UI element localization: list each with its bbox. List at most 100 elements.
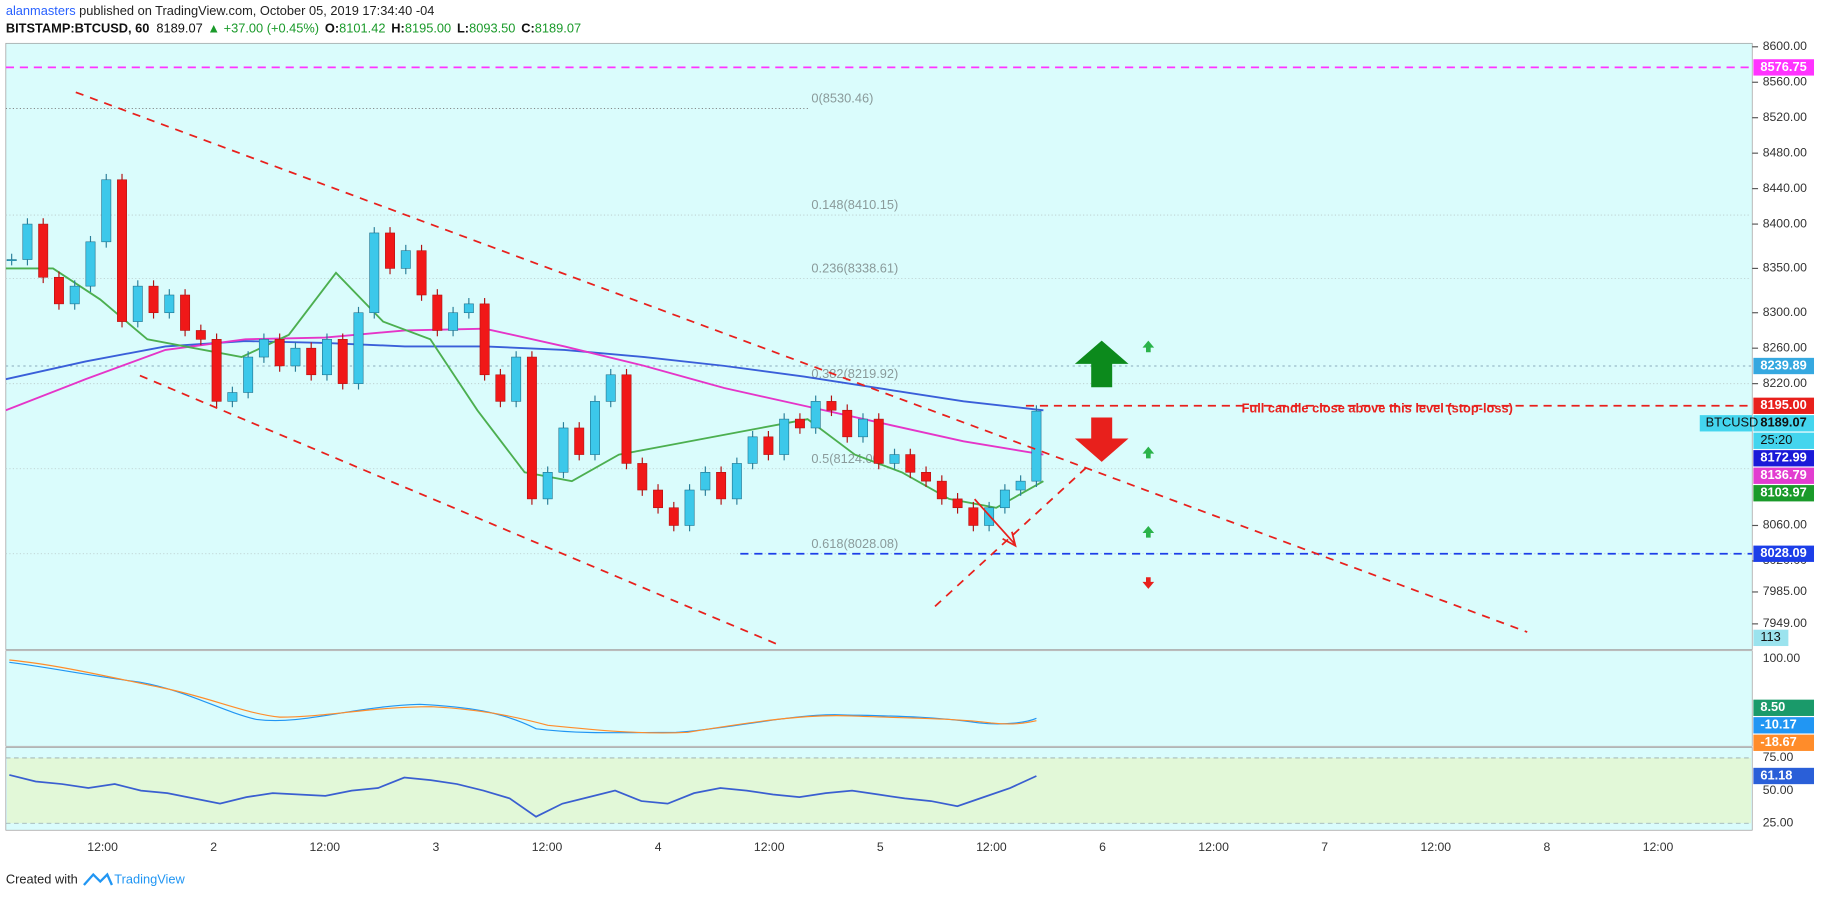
y-tick-label: 8520.00	[1763, 110, 1807, 124]
price-badge	[1753, 450, 1815, 467]
y-tick-label: 8300.00	[1763, 305, 1807, 319]
symbol-label: BTCUSD	[1706, 415, 1759, 430]
candle	[794, 418, 805, 429]
small-down-arrow	[1142, 577, 1155, 589]
price-badge-label: 8239.89	[1760, 357, 1806, 372]
fib-label: 0.148(8410.15)	[811, 197, 898, 212]
countdown: 25:20	[1760, 432, 1792, 447]
candle	[810, 401, 821, 429]
rsi-badge	[1753, 767, 1815, 785]
candle	[873, 418, 884, 464]
candle	[38, 223, 49, 278]
x-tick-label: 12:00	[1643, 840, 1674, 854]
fib-label: 0(8530.46)	[811, 91, 873, 106]
y-tick-label: 8060.00	[1763, 518, 1807, 532]
x-tick-label: 8	[1544, 840, 1551, 854]
price-badge-label: 8576.75	[1760, 59, 1806, 74]
macd-badge	[1753, 734, 1815, 751]
candle	[621, 374, 632, 464]
header-line-1: alanmasters published on TradingView.com…	[6, 3, 435, 18]
candle	[747, 436, 758, 464]
candle	[905, 454, 916, 473]
candle	[968, 507, 979, 526]
y-tick-label: 8440.00	[1763, 181, 1807, 195]
x-tick-label: 6	[1099, 840, 1106, 854]
big-down-arrow	[1074, 417, 1129, 462]
header-line-2: BITSTAMP:BTCUSD, 60 8189.07 ▲ +37.00 (+0.4…	[6, 21, 581, 36]
candle	[526, 356, 537, 500]
y-tick-label: 8260.00	[1763, 340, 1807, 354]
candle	[306, 347, 317, 376]
candle	[1031, 410, 1042, 482]
candle	[258, 339, 269, 358]
trend-line	[139, 374, 780, 646]
candle	[101, 179, 112, 243]
candle	[369, 232, 380, 314]
x-tick-label: 12:00	[87, 840, 118, 854]
y-tick-label: 8220.00	[1763, 376, 1807, 390]
candle	[779, 418, 790, 455]
rsi-band	[6, 757, 1752, 824]
candle	[148, 285, 159, 314]
ohlc-value: 8189.07	[535, 21, 581, 36]
candle	[763, 436, 774, 455]
x-tick-label: 12:00	[754, 840, 785, 854]
y-tick-label: 7985.00	[1763, 584, 1807, 598]
price-badge-label: 8136.79	[1760, 467, 1806, 482]
rsi-tick-label: 50.00	[1763, 783, 1794, 797]
candle	[180, 294, 191, 331]
candle	[999, 489, 1010, 509]
symbol: BITSTAMP:BTCUSD, 60	[6, 21, 150, 36]
candle	[495, 374, 506, 402]
candle	[1015, 480, 1026, 491]
price-badge	[1753, 397, 1815, 414]
x-tick-label: 3	[432, 840, 439, 854]
volume-label: 113	[1760, 629, 1780, 644]
y-tick-label: 8400.00	[1763, 216, 1807, 230]
price-badge-label: 8189.07	[1760, 415, 1806, 430]
drawings	[75, 91, 1528, 646]
price: 8189.07	[156, 21, 202, 36]
rsi-line	[9, 774, 1037, 818]
candle	[290, 347, 301, 367]
candle	[274, 339, 285, 367]
ohlc-value: 8093.50	[469, 21, 515, 36]
candle	[400, 250, 411, 269]
y-tick-label: 8480.00	[1763, 145, 1807, 159]
macd-pane	[5, 650, 1753, 747]
price-badge	[1753, 415, 1815, 432]
x-tick-label: 12:00	[309, 840, 340, 854]
candle	[6, 259, 17, 261]
candle	[511, 356, 522, 402]
candle	[542, 471, 553, 500]
published: published on TradingView.com, October 05…	[76, 3, 435, 18]
user[interactable]: alanmasters	[6, 3, 76, 18]
price-badge	[1753, 467, 1815, 484]
macd-badge-label: -18.67	[1760, 734, 1796, 749]
macd-tick: 100.00	[1763, 651, 1801, 665]
candle	[164, 294, 175, 314]
y-tick-label: 8350.00	[1763, 261, 1807, 275]
x-tick-label: 4	[655, 840, 662, 854]
candle	[22, 223, 33, 260]
candle	[731, 463, 742, 500]
footer-brand[interactable]: TradingView	[114, 872, 185, 887]
candle	[889, 454, 900, 464]
candle	[69, 285, 80, 305]
moving-average	[5, 267, 1044, 509]
x-tick-label: 2	[210, 840, 217, 854]
candle	[826, 401, 837, 411]
candle	[448, 312, 459, 331]
candle	[842, 409, 853, 438]
trend-line	[75, 91, 1528, 633]
price-pane	[5, 42, 1753, 650]
price-badge-label: 8028.09	[1760, 545, 1806, 560]
candle	[432, 294, 443, 331]
x-tick-label: 12:00	[1198, 840, 1229, 854]
fib-label: 0.236(8338.61)	[811, 261, 898, 276]
macd-badge-label: -10.17	[1760, 717, 1796, 732]
annotation: Full candle close above this level (stop…	[1242, 401, 1513, 416]
footer-created: Created with	[6, 872, 78, 887]
big-up-arrow	[1074, 340, 1129, 388]
